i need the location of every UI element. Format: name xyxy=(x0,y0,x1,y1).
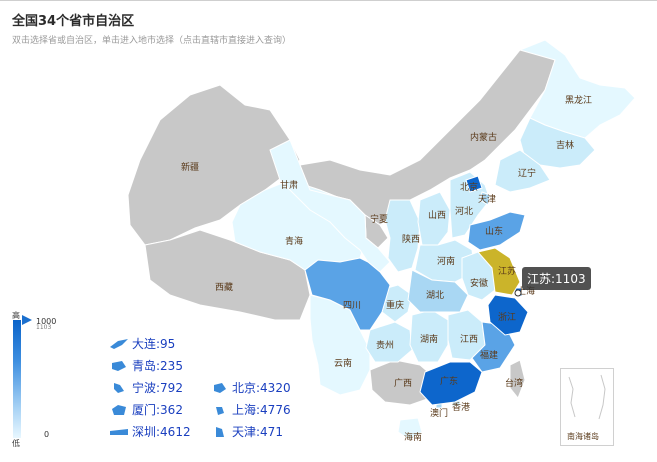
page-subtitle: 双击选择省或自治区，单击进入地市选择（点击直辖市直接进入查询） xyxy=(12,36,292,46)
city-tianjin-label: 天津:471 xyxy=(232,425,283,439)
label-xizang: 西藏 xyxy=(215,281,233,293)
city-shanghai[interactable]: 上海:4776 xyxy=(208,401,291,418)
region-shandong[interactable] xyxy=(467,211,526,251)
qingdao-shape-icon xyxy=(112,360,126,371)
nanhai-inset: 南海诸岛 xyxy=(560,368,614,446)
region-jiangsu[interactable] xyxy=(477,247,521,296)
legend-max-value: 1000 xyxy=(36,317,57,326)
label-hunan: 湖南 xyxy=(420,333,438,345)
label-beijing: 北京 xyxy=(460,181,478,193)
page-title: 全国34个省市自治区 xyxy=(12,14,135,29)
visual-map-legend[interactable]: 高 1000 1103 0 低 xyxy=(10,310,56,450)
label-guizhou: 贵州 xyxy=(376,339,394,351)
legend-color-bar[interactable] xyxy=(13,320,21,438)
city-ningbo[interactable]: 宁波:792 xyxy=(108,379,183,396)
province-tooltip: 江苏:1103 xyxy=(522,267,591,290)
label-henan: 河南 xyxy=(437,255,455,267)
region-sichuan[interactable] xyxy=(304,257,391,331)
label-xinjiang: 新疆 xyxy=(181,161,199,173)
label-qinghai: 青海 xyxy=(285,235,303,247)
tooltip-anchor-dot xyxy=(514,289,522,297)
label-xianggang: 香港 xyxy=(452,401,470,413)
city-beijing-label: 北京:4320 xyxy=(232,381,291,395)
top-divider xyxy=(0,0,657,1)
label-shaanxi: 陕西 xyxy=(402,233,420,245)
region-xinjiang[interactable] xyxy=(127,84,301,246)
region-shaanxi[interactable] xyxy=(384,199,421,273)
region-tianjin[interactable] xyxy=(479,191,491,206)
region-guizhou[interactable] xyxy=(365,321,413,363)
label-hebei: 河北 xyxy=(455,205,473,217)
label-guangdong: 广东 xyxy=(440,375,458,387)
legend-handle-icon[interactable] xyxy=(22,315,32,325)
ningbo-shape-icon xyxy=(114,382,124,393)
legend-low-label: 低 xyxy=(12,439,20,448)
region-hainan[interactable] xyxy=(397,417,423,441)
label-liaoning: 辽宁 xyxy=(518,167,536,179)
label-shanxi: 山西 xyxy=(428,210,446,221)
nanhai-islands-icon xyxy=(568,374,606,420)
region-beijing[interactable] xyxy=(465,175,483,193)
label-ningxia: 宁夏 xyxy=(370,213,388,225)
city-qingdao[interactable]: 青岛:235 xyxy=(108,357,183,374)
region-liaoning[interactable] xyxy=(494,149,551,193)
label-sichuan: 四川 xyxy=(343,301,361,311)
shenzhen-shape-icon xyxy=(110,428,128,435)
region-gansu[interactable] xyxy=(269,139,391,273)
city-dalian[interactable]: 大连:95 xyxy=(108,335,175,352)
city-xiamen-label: 厦门:362 xyxy=(132,403,183,417)
label-shandong: 山东 xyxy=(485,225,503,237)
label-hainan: 海南 xyxy=(404,431,422,443)
label-hubei: 湖北 xyxy=(426,290,444,301)
label-jiangxi: 江西 xyxy=(460,334,478,345)
nanhai-label: 南海诸岛 xyxy=(567,432,599,441)
shanghai-shape-icon xyxy=(216,406,224,415)
label-fujian: 福建 xyxy=(480,349,498,361)
city-tianjin[interactable]: 天津:471 xyxy=(208,423,283,440)
legend-min-value: 0 xyxy=(44,430,50,439)
label-jilin: 吉林 xyxy=(556,139,574,151)
beijing-shape-icon xyxy=(214,382,226,393)
city-dalian-label: 大连:95 xyxy=(132,337,176,351)
city-xiamen[interactable]: 厦门:362 xyxy=(108,401,183,418)
label-neimenggu: 内蒙古 xyxy=(470,131,497,143)
city-beijing[interactable]: 北京:4320 xyxy=(208,379,291,396)
region-heilongjiang[interactable] xyxy=(518,39,636,139)
label-chongqing: 重庆 xyxy=(386,299,404,311)
label-guangxi: 广西 xyxy=(394,377,412,389)
city-ningbo-label: 宁波:792 xyxy=(132,381,183,395)
label-heilongjiang: 黑龙江 xyxy=(565,94,592,106)
city-qingdao-label: 青岛:235 xyxy=(132,359,183,373)
city-shenzhen[interactable]: 深圳:4612 xyxy=(108,423,191,440)
region-guangdong[interactable] xyxy=(419,361,483,406)
dalian-shape-icon xyxy=(110,338,128,349)
city-shanghai-label: 上海:4776 xyxy=(232,403,291,417)
region-shanxi[interactable] xyxy=(417,191,451,246)
label-zhejiang: 浙江 xyxy=(498,311,516,323)
label-taiwan: 台湾 xyxy=(505,377,523,389)
label-jiangsu: 江苏 xyxy=(498,265,516,277)
legend-max-subvalue: 1103 xyxy=(36,324,52,331)
region-hubei[interactable] xyxy=(407,269,469,313)
tianjin-shape-icon xyxy=(216,426,224,437)
region-taiwan[interactable] xyxy=(509,359,526,399)
xiamen-shape-icon xyxy=(112,404,126,415)
label-gansu: 甘肃 xyxy=(280,179,298,191)
label-aomen: 澳门 xyxy=(430,407,448,419)
label-tianjin: 天津 xyxy=(478,194,496,205)
label-anhui: 安徽 xyxy=(470,277,488,289)
label-yunnan: 云南 xyxy=(334,357,352,369)
legend-high-label: 高 xyxy=(12,311,20,320)
city-shenzhen-label: 深圳:4612 xyxy=(132,425,191,439)
region-zhejiang[interactable] xyxy=(487,294,529,336)
